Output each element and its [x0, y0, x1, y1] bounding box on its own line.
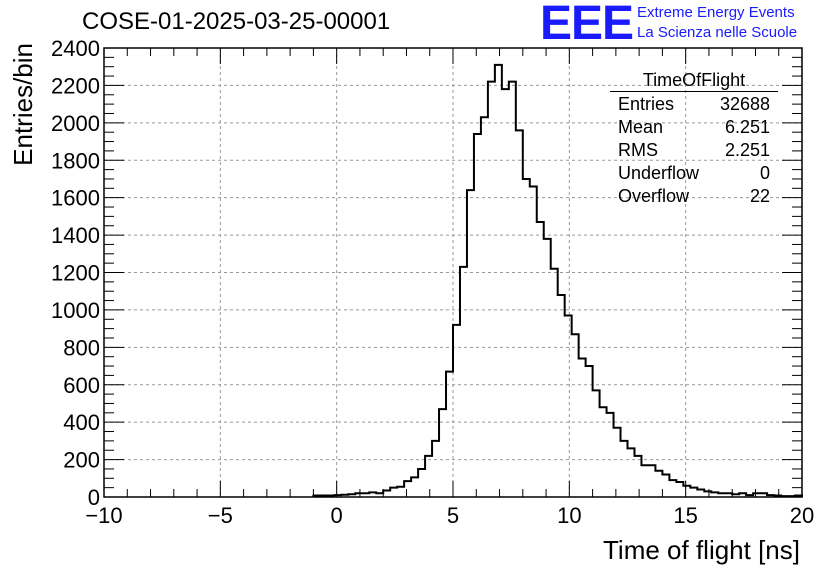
stats-row-overflow: Overflow 22: [610, 185, 778, 208]
x-tick-label: 20: [790, 503, 814, 528]
y-tick-label: 1400: [51, 223, 100, 248]
stats-value: 6.251: [724, 117, 770, 137]
y-tick-label: 1600: [51, 186, 100, 211]
stats-value: 0: [759, 163, 770, 183]
grid-lines: [104, 48, 802, 497]
y-tick-label: 1000: [51, 298, 100, 323]
y-tick-label: 1200: [51, 261, 100, 286]
stats-box: TimeOfFlight Entries 32688 Mean 6.251 RM…: [610, 70, 778, 208]
stats-row-underflow: Underflow 0: [610, 162, 778, 185]
x-tick-label: 5: [447, 503, 459, 528]
stats-label: Underflow: [618, 163, 700, 183]
y-tick-label: 2000: [51, 111, 100, 136]
axis-ticks: [103, 47, 803, 498]
stats-row-entries: Entries 32688: [610, 93, 778, 116]
y-tick-label: 200: [63, 448, 100, 473]
y-tick-labels: 0 200 400 600 800 1000 1200 1400 1600 1800 2000 220…: [51, 36, 100, 510]
stats-value: 2.251: [724, 140, 770, 160]
y-tick-label: 0: [88, 485, 100, 510]
stats-row-mean: Mean 6.251: [610, 116, 778, 139]
x-tick-label: −5: [208, 503, 233, 528]
y-tick-label: 800: [63, 335, 100, 360]
brand-line-2: La Scienza nelle Scuole: [637, 24, 798, 41]
y-tick-label: 400: [63, 410, 100, 435]
stats-value: 22: [749, 186, 770, 206]
brand-line-1: Extreme Energy Events: [637, 4, 795, 21]
stats-label: Mean: [618, 117, 664, 137]
histogram-series: [312, 63, 803, 498]
y-tick-label: 600: [63, 373, 100, 398]
x-axis-label: Time of flight [ns]: [603, 535, 800, 565]
run-title: COSE-01-2025-03-25-00001: [82, 8, 391, 35]
stats-label: Entries: [618, 94, 675, 114]
x-tick-label: 15: [673, 503, 697, 528]
x-tick-labels: −10 −5 0 5 10 15 20: [85, 503, 814, 528]
y-axis-label: Entries/bin: [8, 43, 38, 166]
stats-label: Overflow: [618, 186, 690, 206]
stats-label: RMS: [618, 140, 658, 160]
stats-value: 32688: [719, 94, 770, 114]
y-tick-label: 2400: [51, 36, 100, 61]
stats-row-rms: RMS 2.251: [610, 139, 778, 162]
eee-logo: EEE: [540, 0, 634, 50]
stats-title: TimeOfFlight: [610, 70, 778, 92]
x-tick-label: 10: [557, 503, 581, 528]
y-tick-label: 2200: [51, 73, 100, 98]
x-tick-label: 0: [331, 503, 343, 528]
x-tick-label: −10: [85, 503, 122, 528]
y-tick-label: 1800: [51, 148, 100, 173]
